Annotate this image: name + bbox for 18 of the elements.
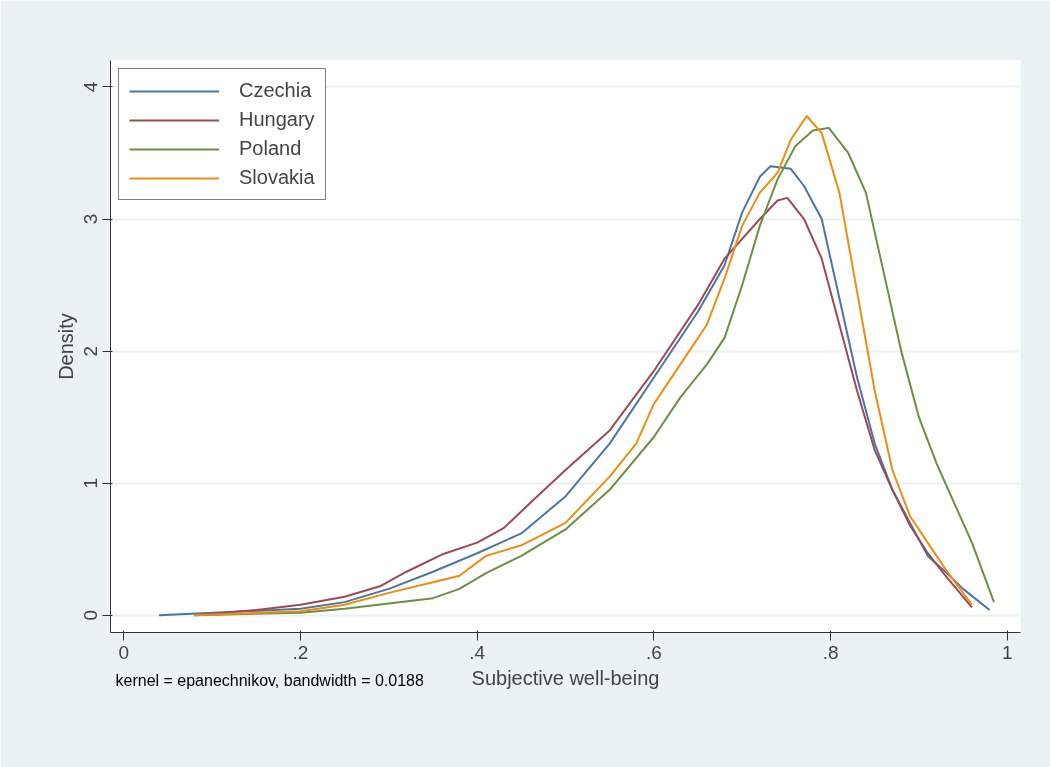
- y-tick-label: 1: [80, 477, 102, 489]
- text: kernel = epanechnikov, bandwidth = 0.0188: [115, 671, 424, 689]
- x-tick-label: 0: [118, 641, 130, 663]
- x-tick-label: .8: [822, 641, 839, 663]
- y-tick-label: 0: [80, 610, 102, 621]
- x-axis-title: Subjective well-being: [471, 666, 660, 689]
- legend-label: Czechia: [239, 79, 312, 102]
- y-tick-label: 3: [80, 213, 102, 225]
- x-tick-label: .2: [292, 641, 309, 663]
- y-tick-label: 4: [80, 81, 102, 93]
- legend-label: Hungary: [239, 108, 315, 131]
- y-axis-title: Density: [54, 313, 77, 380]
- legend-label: Poland: [239, 137, 302, 160]
- legend-label: Slovakia: [239, 166, 315, 189]
- y-tick-label: 2: [80, 345, 102, 357]
- x-tick-label: 1: [1001, 641, 1013, 663]
- x-tick-label: .4: [469, 641, 486, 663]
- x-tick-label: .6: [645, 641, 662, 663]
